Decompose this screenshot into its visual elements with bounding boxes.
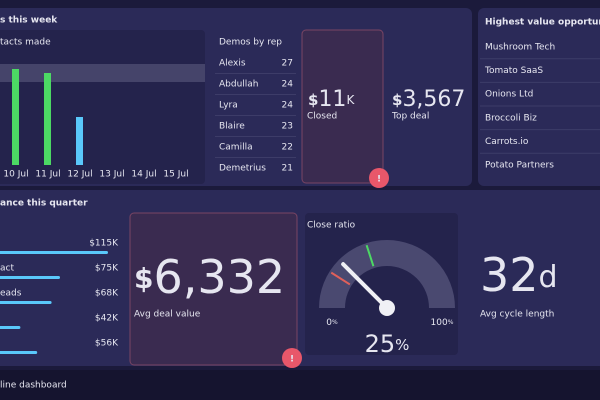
opportunity: Potato Partners [485, 161, 554, 171]
bar [0, 326, 21, 329]
rep-count: 24 [282, 80, 294, 90]
value-label: $68K [95, 289, 119, 299]
alert-glyph: ! [377, 175, 381, 185]
bar [0, 301, 52, 304]
footer-text: line dashboard [0, 381, 67, 391]
opportunity: Mushroom Tech [485, 43, 555, 53]
gauge-hub [379, 300, 395, 316]
rep-count: 23 [282, 122, 293, 132]
unit: % [448, 319, 454, 326]
gauge-needle [341, 262, 389, 310]
value-label: $75K [95, 264, 119, 274]
top-deal-stat: $3,567 [392, 87, 465, 112]
footer-bar [0, 370, 600, 400]
rep-count: 22 [282, 143, 293, 153]
x-tick-label: 14 Jul [131, 170, 156, 180]
gauge-label: 0% [326, 318, 338, 328]
bar [0, 276, 60, 279]
chart-title: tacts made [0, 38, 51, 48]
bar-label: eads [0, 289, 22, 299]
panel-opportunities [478, 8, 600, 186]
prefix: $ [392, 91, 402, 109]
list-title: Demos by rep [219, 38, 282, 48]
gauge-marker [330, 271, 351, 286]
value: 6,332 [153, 250, 285, 304]
rep-name: Lyra [219, 101, 238, 111]
cycle-stat: 32d [480, 248, 558, 302]
bar-label: act [0, 264, 14, 274]
suffix: K [346, 93, 355, 107]
bar [76, 117, 83, 165]
alert-icon [282, 348, 302, 368]
avg-deal-stat: $6,332 [134, 250, 285, 304]
gauge-label: 25% [365, 330, 410, 358]
gauge-marker [365, 244, 375, 267]
stat-label: Avg deal value [134, 310, 201, 320]
panel-title: ance this quarter [0, 199, 88, 209]
value: 100 [431, 318, 448, 328]
rep-name: Abdullah [219, 80, 259, 90]
value: 32 [480, 248, 539, 302]
x-tick-label: 10 Jul [3, 170, 28, 180]
rep-count: 24 [282, 101, 294, 111]
alert-glyph: ! [290, 355, 294, 365]
closed-card [301, 29, 384, 184]
avg-deal-card [129, 212, 298, 366]
value: 0 [326, 318, 332, 328]
stat-label: Avg cycle length [480, 310, 554, 320]
chart-card [0, 30, 205, 184]
rep-name: Blaire [219, 122, 245, 132]
value: 3,567 [402, 87, 465, 112]
rep-name: Camilla [219, 143, 253, 153]
bar [0, 251, 108, 254]
opportunity: Tomato SaaS [484, 66, 543, 76]
opportunity: Onions Ltd [485, 90, 533, 100]
bar [12, 69, 19, 165]
closed-stat: $11K [308, 87, 355, 112]
rep-count: 21 [282, 164, 293, 174]
stat-label: Top deal [391, 112, 429, 122]
x-tick-label: 11 Jul [35, 170, 60, 180]
x-tick-label: 15 Jul [163, 170, 188, 180]
bar [0, 351, 38, 354]
value: 11 [318, 87, 346, 112]
opportunity: Broccoli Biz [485, 113, 537, 123]
panel-title: s this week [0, 16, 58, 26]
value: 25 [365, 330, 396, 358]
gauge-title: Close ratio [307, 221, 356, 231]
prefix: $ [134, 262, 153, 295]
rep-name: Alexis [219, 59, 246, 69]
panel-title: Highest value opportuni [485, 18, 600, 28]
value-label: $42K [95, 314, 119, 324]
gauge-label: 100% [431, 318, 454, 328]
bar [44, 73, 51, 165]
target-band [0, 64, 205, 82]
unit: % [395, 336, 409, 354]
gauge-track [319, 240, 455, 309]
opportunity: Carrots.io [485, 137, 529, 147]
x-tick-label: 12 Jul [67, 170, 92, 180]
rep-name: Demetrius [219, 164, 266, 174]
value-label: $56K [95, 339, 119, 349]
suffix: d [539, 260, 558, 295]
prefix: $ [308, 91, 318, 109]
alert-icon [369, 168, 389, 188]
x-tick-label: 13 Jul [99, 170, 124, 180]
unit: % [332, 319, 338, 326]
rep-count: 27 [282, 59, 293, 69]
stat-label: Closed [307, 112, 337, 122]
value-label: $115K [89, 239, 119, 249]
gauge: 0% 100%25% [319, 240, 455, 358]
